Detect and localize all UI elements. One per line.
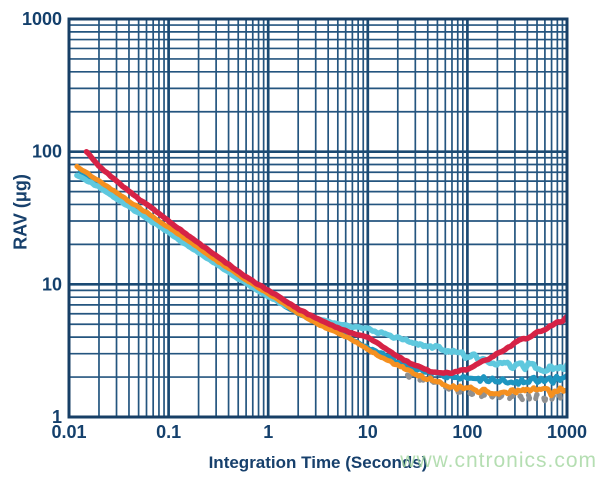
x-tick-label: 1 <box>263 422 273 442</box>
y-tick-label: 100 <box>32 142 62 162</box>
series-red-trace <box>83 148 567 377</box>
data-series-group <box>74 148 567 404</box>
grid-lines <box>69 19 567 417</box>
series-orange-trace <box>74 163 567 399</box>
y-axis-title: RAV (μg) <box>10 174 31 250</box>
y-tick-label: 10 <box>42 274 62 294</box>
y-tick-label: 1000 <box>22 9 62 29</box>
x-tick-label: 0.01 <box>51 422 86 442</box>
y-tick-label: 1 <box>52 407 62 427</box>
x-axis-title: Integration Time (Seconds) <box>208 453 428 472</box>
x-tick-label: 10 <box>358 422 378 442</box>
watermark: www.cntronics.com <box>400 449 597 472</box>
x-tick-label: 100 <box>452 422 482 442</box>
plot-border <box>67 17 569 419</box>
x-tick-label: 1000 <box>547 422 587 442</box>
x-tick-label: 0.1 <box>156 422 181 442</box>
